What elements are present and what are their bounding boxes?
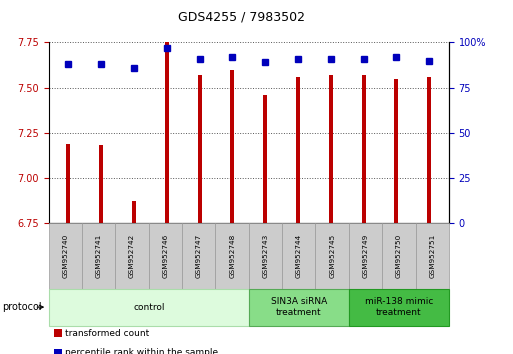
Text: GSM952745: GSM952745 [329, 234, 335, 278]
Text: percentile rank within the sample: percentile rank within the sample [65, 348, 218, 354]
Text: GSM952743: GSM952743 [263, 234, 268, 278]
Text: transformed count: transformed count [65, 329, 149, 338]
Bar [296, 77, 300, 223]
Text: GSM952750: GSM952750 [396, 234, 402, 278]
Text: SIN3A siRNA
treatment: SIN3A siRNA treatment [271, 297, 327, 317]
Bar [329, 75, 333, 223]
Text: miR-138 mimic
treatment: miR-138 mimic treatment [365, 297, 433, 317]
Text: GSM952740: GSM952740 [63, 234, 68, 278]
Text: GSM952749: GSM952749 [363, 234, 368, 278]
Bar [362, 75, 366, 223]
Bar [99, 145, 103, 223]
Text: GSM952747: GSM952747 [196, 234, 202, 278]
Bar [427, 77, 431, 223]
Text: GSM952746: GSM952746 [163, 234, 168, 278]
Bar [165, 42, 169, 223]
Bar [198, 75, 202, 223]
Text: GSM952744: GSM952744 [296, 234, 302, 278]
Bar [230, 70, 234, 223]
Text: GSM952751: GSM952751 [429, 234, 435, 278]
Bar [132, 201, 136, 223]
Text: GDS4255 / 7983502: GDS4255 / 7983502 [177, 11, 305, 24]
Text: control: control [133, 303, 165, 312]
Bar [394, 79, 399, 223]
Bar [263, 95, 267, 223]
Text: protocol: protocol [3, 302, 42, 312]
Text: GSM952742: GSM952742 [129, 234, 135, 278]
Text: GSM952748: GSM952748 [229, 234, 235, 278]
Text: GSM952741: GSM952741 [96, 234, 102, 278]
Bar [67, 144, 70, 223]
